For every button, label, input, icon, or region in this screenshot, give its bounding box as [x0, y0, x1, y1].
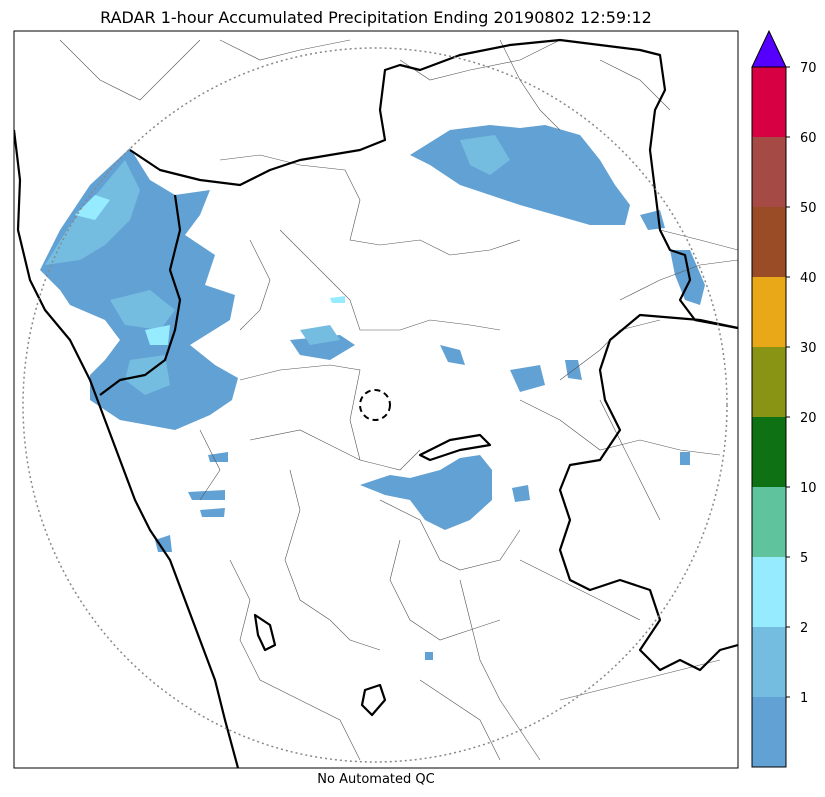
precip-spot-west2: [200, 508, 225, 517]
colorbar-tick-label: 70: [800, 61, 817, 76]
precipitation-heavy: [75, 195, 345, 345]
precip-area-east-strip: [670, 250, 705, 305]
colorbar-tick-label: 50: [800, 201, 817, 216]
colorbar-tick-label: 60: [800, 131, 817, 146]
colorbar-bin: [752, 347, 786, 417]
precipitation-field: [40, 125, 705, 660]
colorbar-bin: [752, 417, 786, 487]
coastline: [14, 129, 240, 768]
colorbar: 1 2 5 10 20 30 40 50 60 70: [751, 29, 817, 768]
radar-site-marker: [359, 389, 391, 421]
colorbar-tick-label: 20: [800, 411, 817, 426]
precip-spot-west: [188, 490, 225, 500]
colorbar-bin: [752, 277, 786, 347]
colorbar-tick-label: 5: [800, 551, 808, 566]
colorbar-bin: [752, 557, 786, 627]
precip-spot-east: [510, 365, 545, 392]
colorbar-bin: [752, 697, 786, 767]
state-border-west-inner: [99, 194, 182, 396]
colorbar-bin: [752, 67, 786, 137]
precip-spot-sw: [155, 535, 172, 552]
state-boundaries: [14, 38, 738, 768]
colorbar-tick-label: 30: [800, 341, 817, 356]
precip-spot-se: [512, 485, 530, 502]
colorbar-bin: [752, 137, 786, 207]
precip-spot-mid: [290, 335, 355, 360]
precip-area-northeast-small: [640, 210, 665, 230]
precip-spot-center: [440, 345, 465, 365]
map-area: [14, 38, 738, 768]
colorbar-tick-label: 10: [800, 481, 817, 496]
state-border-east: [558, 313, 738, 672]
map-title: RADAR 1-hour Accumulated Precipitation E…: [100, 8, 652, 27]
colorbar-extend-arrow: [751, 29, 787, 68]
precip-area-south-central: [360, 455, 492, 530]
precip-spot-far-east: [680, 452, 690, 465]
colorbar-tick-label: 40: [800, 271, 817, 286]
colorbar-bin: [752, 487, 786, 557]
precip-spot-west3: [208, 452, 228, 462]
colorbar-bin: [752, 207, 786, 277]
qc-caption: No Automated QC: [317, 772, 435, 787]
enclave-south: [253, 613, 277, 652]
radar-range-ring: [22, 47, 728, 763]
map-frame: [13, 30, 739, 769]
precip-spot-south: [425, 652, 433, 660]
goa-region: [418, 433, 492, 462]
colorbar-tick-label: 1: [800, 691, 808, 706]
precip-area-north: [410, 125, 630, 225]
colorbar-tick-label: 2: [800, 621, 808, 636]
colorbar-bin: [752, 627, 786, 697]
state-border-north: [129, 38, 738, 330]
enclave-south2: [360, 683, 387, 717]
precipitation-medium: [45, 135, 510, 395]
